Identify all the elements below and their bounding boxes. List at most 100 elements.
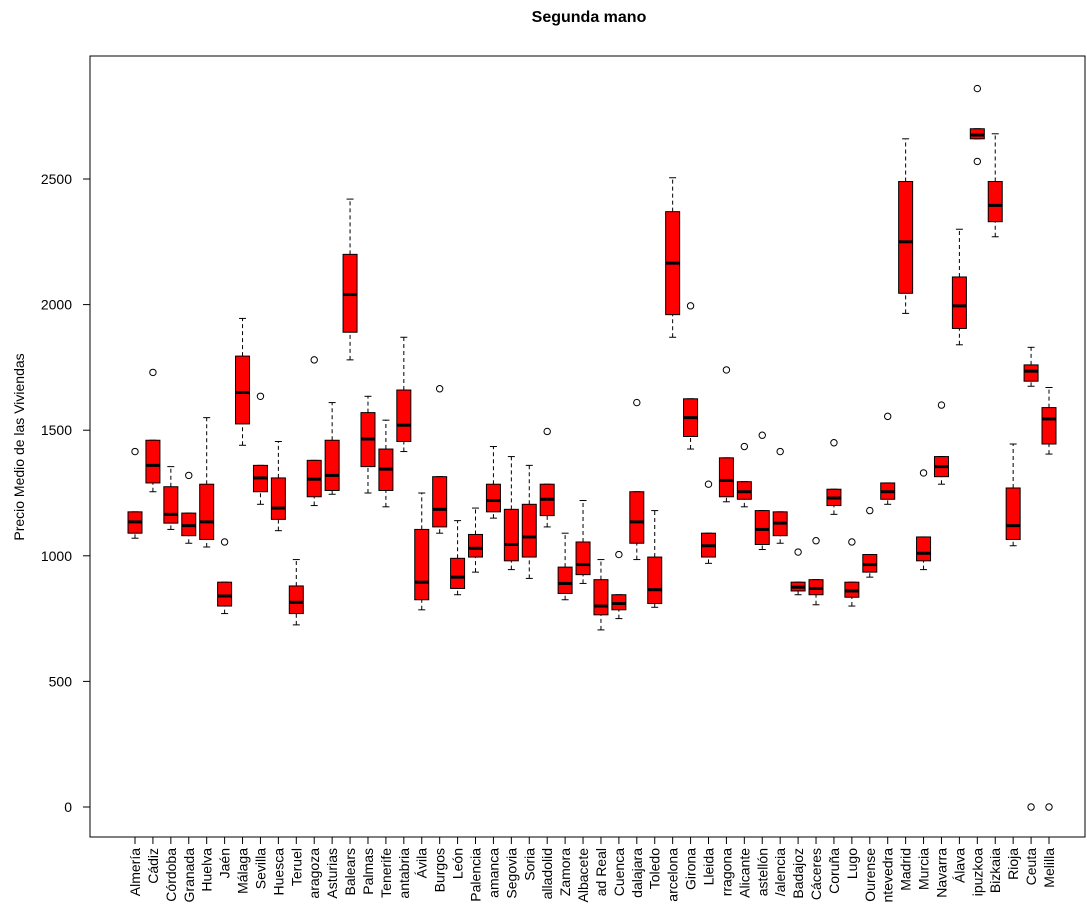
box-22	[521, 464, 537, 579]
box-body	[217, 581, 233, 607]
outlier-point	[866, 506, 874, 515]
x-tick-label: Asturias	[324, 848, 340, 899]
box-34	[736, 442, 752, 508]
outlier-point	[830, 439, 838, 447]
box-6	[235, 317, 251, 446]
box-body	[987, 181, 1003, 223]
box-body	[432, 476, 448, 528]
box-27	[611, 550, 627, 620]
box-body	[1023, 364, 1039, 382]
box-3	[181, 471, 197, 544]
x-tick-label: Toledo	[647, 848, 663, 889]
box-body	[557, 566, 573, 594]
box-26	[593, 559, 609, 631]
box-14	[378, 419, 394, 508]
box-body	[647, 556, 663, 605]
box-30	[665, 177, 681, 338]
x-tick-label: arcelona	[665, 848, 681, 902]
outlier-point	[256, 392, 265, 400]
x-tick-label: Alicante	[736, 848, 752, 898]
outlier-point	[131, 447, 139, 456]
box-8	[270, 441, 286, 532]
box-body	[593, 579, 609, 616]
outlier-point	[220, 538, 229, 546]
box-45	[933, 401, 949, 485]
x-tick-label: Granada	[181, 848, 197, 903]
box-body	[718, 457, 734, 498]
box-28	[629, 398, 645, 561]
x-tick-label: Girona	[683, 848, 699, 890]
box-20	[485, 446, 501, 519]
box-51	[1041, 386, 1057, 811]
x-tick-label: Melilla	[1041, 848, 1057, 888]
chart-title: Segunda mano	[532, 9, 647, 26]
outlier-point	[543, 427, 551, 436]
x-tick-label: rragona	[718, 848, 734, 896]
box-47	[969, 84, 985, 166]
x-tick-label: Cádiz	[145, 848, 161, 884]
boxes-layer	[127, 84, 1057, 811]
box-body	[1005, 487, 1021, 540]
x-tick-label: Zamora	[557, 848, 573, 896]
x-tick-label: alladolid	[539, 848, 555, 899]
y-tick-label: 1000	[41, 548, 72, 564]
box-1	[145, 368, 161, 493]
box-25	[575, 500, 591, 584]
x-tick-label: Lugo	[844, 848, 860, 879]
box-body	[270, 477, 286, 520]
box-37	[790, 548, 806, 596]
x-tick-label: Balears	[342, 848, 358, 895]
outlier-point	[615, 550, 623, 559]
outlier-point	[973, 157, 982, 166]
box-body	[754, 510, 770, 545]
y-tick-label: 2000	[41, 297, 72, 313]
x-tick-label: ntevedra	[880, 848, 896, 903]
box-body	[575, 541, 591, 576]
x-tick-label: Coruña	[826, 848, 842, 894]
box-2	[163, 466, 179, 530]
x-tick-label: astellón	[754, 848, 770, 896]
outlier-point	[722, 366, 731, 374]
box-0	[127, 447, 143, 539]
box-23	[539, 427, 555, 528]
box-43	[898, 138, 914, 314]
x-tick-label: Ceuta	[1023, 848, 1039, 886]
box-29	[647, 510, 663, 608]
box-body	[503, 508, 519, 562]
box-body	[898, 181, 914, 294]
box-48	[987, 133, 1003, 238]
box-24	[557, 532, 573, 601]
box-11	[324, 402, 340, 495]
outlier-point	[435, 385, 444, 393]
box-9	[288, 559, 304, 626]
x-tick-label: ipuzkoa	[969, 848, 985, 896]
box-body	[235, 355, 251, 425]
outlier-point	[704, 480, 713, 488]
box-50	[1023, 346, 1039, 811]
x-tick-label: Teruel	[288, 848, 304, 886]
box-17	[432, 385, 448, 534]
box-12	[342, 198, 358, 361]
outlier-point	[686, 302, 695, 310]
x-tick-label: Lleida	[700, 848, 716, 886]
x-tick-label: Málaga	[235, 848, 251, 894]
x-tick-label: antabria	[396, 848, 412, 899]
y-axis-label: Precio Medio de las Viviendas	[11, 353, 27, 540]
y-tick-label: 500	[49, 673, 73, 689]
box-31	[683, 302, 699, 450]
box-body	[521, 503, 537, 558]
box-body	[1041, 407, 1057, 445]
box-5	[217, 538, 233, 615]
box-7	[252, 392, 268, 505]
x-tick-label: Navarra	[933, 848, 949, 898]
outlier-point	[848, 538, 856, 546]
box-42	[880, 412, 896, 505]
x-tick-label: Albacete	[575, 848, 591, 903]
box-16	[414, 492, 430, 611]
x-tick-label: Córdoba	[163, 848, 179, 902]
box-body	[485, 483, 501, 513]
x-tick-label: Huelva	[199, 848, 215, 892]
box-32	[700, 480, 716, 564]
x-tick-label: Palencia	[468, 848, 484, 902]
box-body	[414, 528, 430, 601]
